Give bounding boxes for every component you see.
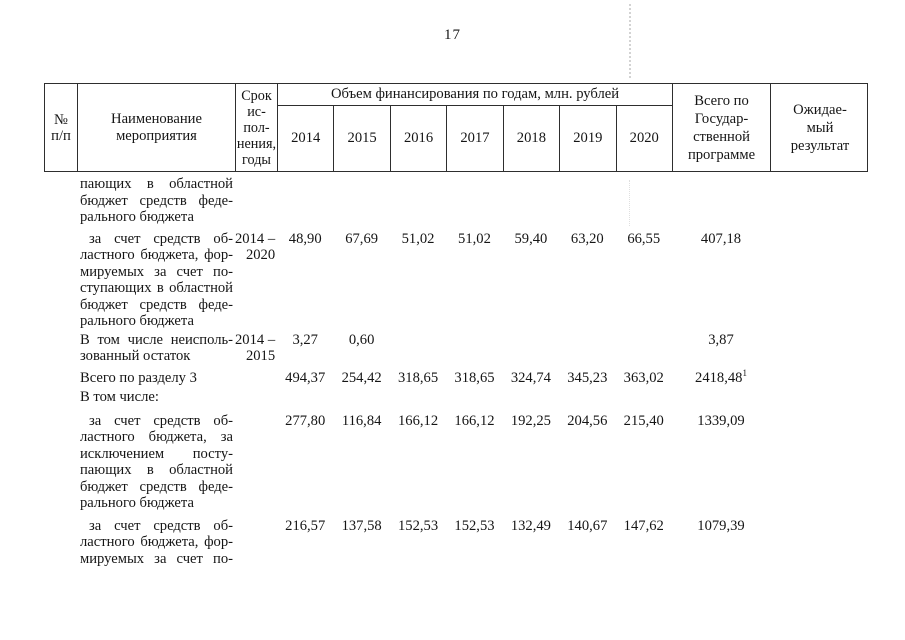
cell-value-2016: 166,12 bbox=[397, 412, 439, 429]
cell-value-2019 bbox=[559, 332, 615, 349]
cell-year-values: 277,80 116,84 166,12 166,12 192,25 204,5… bbox=[277, 413, 672, 430]
year-column-header: 2015 bbox=[334, 106, 391, 171]
table-row: Всего по разделу 3 494,37 254,42 318,65 … bbox=[44, 367, 868, 387]
header-cell-name: Наименование мероприятия bbox=[78, 84, 236, 171]
cell-value-2014: 277,80 bbox=[285, 412, 326, 429]
table-body: пающих в областной бюджет средств феде-р… bbox=[44, 176, 868, 567]
cell-value-2017: 318,65 bbox=[454, 369, 495, 386]
cell-value-2020 bbox=[616, 332, 672, 349]
year-column-header: 2017 bbox=[447, 106, 504, 171]
cell-value-2014: 494,37 bbox=[285, 369, 326, 386]
cell-value-2015: 67,69 bbox=[345, 230, 379, 247]
cell-name: В том числе неисполь-зованный остаток bbox=[80, 331, 233, 365]
cell-name: за счет средств об-ластного бюджета, фор… bbox=[80, 230, 233, 330]
total-value: 407,18 bbox=[700, 230, 742, 247]
cell-value-2018: 132,49 bbox=[510, 517, 551, 534]
cell-value-2015: 254,42 bbox=[341, 369, 382, 386]
total-value: 3,87 bbox=[708, 331, 734, 348]
cell-value-2020: 66,55 bbox=[627, 230, 661, 247]
year-column-header: 2020 bbox=[629, 130, 659, 146]
cell-year-values: 48,90 67,69 51,02 51,02 59,40 63,20 66,5… bbox=[277, 231, 672, 248]
cell-value-2019: 345,23 bbox=[567, 369, 608, 386]
header-cell-term: Срок ис- пол- нения, годы bbox=[236, 84, 278, 171]
header-cell-result: Ожидае- мый результат bbox=[790, 101, 850, 154]
years-group: Объем финансирования по годам, млн. рубл… bbox=[278, 84, 673, 171]
cell-value-2020: 363,02 bbox=[623, 369, 664, 386]
cell-value-2017: 152,53 bbox=[454, 517, 495, 534]
cell-name: пающих в областной бюджет средств феде-р… bbox=[80, 176, 233, 225]
cell-year-values: 216,57 137,58 152,53 152,53 132,49 140,6… bbox=[277, 518, 672, 535]
table-row: за счет средств об-ластного бюджета, фор… bbox=[44, 231, 868, 330]
cell-term: 2014 – 2015 bbox=[235, 331, 276, 365]
cell-value-2019: 63,20 bbox=[570, 230, 604, 247]
cell-total: 1339,09 bbox=[672, 413, 770, 430]
cell-value-2014: 216,57 bbox=[285, 517, 326, 534]
table-row: В том числе: bbox=[44, 389, 868, 406]
table-header: № п/п Наименование мероприятия Срок ис- … bbox=[44, 83, 868, 172]
cell-value-2020: 215,40 bbox=[623, 412, 664, 429]
total-value: 2418,48 bbox=[695, 369, 743, 386]
cell-value-2018: 59,40 bbox=[514, 230, 548, 247]
year-column-header: 2016 bbox=[391, 106, 448, 171]
total-value: 1079,39 bbox=[697, 517, 745, 534]
cell-year-values: 494,37 254,42 318,65 318,65 324,74 345,2… bbox=[277, 370, 672, 387]
table-row: В том числе неисполь-зованный остаток 20… bbox=[44, 332, 868, 365]
cell-value-2019: 204,56 bbox=[567, 412, 608, 429]
table-row: пающих в областной бюджет средств феде-р… bbox=[44, 176, 868, 226]
cell-value-2015: 137,58 bbox=[341, 517, 382, 534]
header-cell-number: № п/п bbox=[45, 84, 78, 171]
table-row: за счет средств об-ластного бюджета, за … bbox=[44, 413, 868, 512]
year-column-header: 2019 bbox=[560, 106, 617, 171]
cell-name: за счет средств об-ластного бюджета, за … bbox=[80, 412, 233, 512]
cell-term: 2014 – 2020 bbox=[235, 230, 276, 264]
total-footnote-sup: 1 bbox=[742, 367, 747, 378]
cell-value-2017: 51,02 bbox=[458, 230, 491, 247]
cell-value-2020: 147,62 bbox=[623, 517, 664, 534]
cell-value-2015: 116,84 bbox=[341, 412, 382, 429]
cell-total: 3,87 bbox=[672, 332, 770, 349]
cell-total: 1079,39 bbox=[672, 518, 770, 535]
years-row: 2014 2015 2016 2017 2018 2019 2020 bbox=[278, 106, 672, 171]
year-column-header: 2018 bbox=[504, 106, 561, 171]
year-column-header: 2014 bbox=[278, 106, 335, 171]
cell-value-2016 bbox=[390, 332, 446, 349]
cell-value-2016: 318,65 bbox=[397, 369, 439, 386]
cell-total: 407,18 bbox=[672, 231, 770, 248]
cell-value-2016: 152,53 bbox=[397, 517, 439, 534]
table-row: за счет средств об-ластного бюджета, фор… bbox=[44, 518, 868, 568]
cell-value-2017: 166,12 bbox=[454, 412, 495, 429]
scan-artifact-line bbox=[629, 180, 630, 226]
cell-name: за счет средств об-ластного бюджета, фор… bbox=[80, 517, 233, 567]
cell-year-values: 3,27 0,60 bbox=[277, 332, 672, 349]
cell-value-2019: 140,67 bbox=[567, 517, 608, 534]
cell-total: 2418,481 bbox=[672, 367, 770, 387]
cell-name: Всего по разделу 3 bbox=[80, 369, 197, 386]
header-cell-total: Всего по Государ- ственной программе bbox=[673, 84, 771, 171]
cell-value-2018: 192,25 bbox=[510, 412, 551, 429]
cell-value-2016: 51,02 bbox=[401, 230, 435, 247]
scan-artifact-line bbox=[629, 4, 631, 78]
cell-value-2018: 324,74 bbox=[510, 369, 551, 386]
years-group-title: Объем финансирования по годам, млн. рубл… bbox=[278, 84, 672, 106]
total-value: 1339,09 bbox=[697, 412, 745, 429]
cell-value-2015: 0,60 bbox=[348, 331, 375, 348]
cell-value-2017 bbox=[446, 332, 502, 349]
cell-value-2014: 3,27 bbox=[292, 331, 318, 348]
cell-name: В том числе: bbox=[80, 389, 159, 405]
budget-table: № п/п Наименование мероприятия Срок ис- … bbox=[44, 83, 868, 567]
cell-value-2014: 48,90 bbox=[288, 230, 322, 247]
page-number: 17 bbox=[444, 27, 461, 43]
cell-value-2018 bbox=[503, 332, 559, 349]
